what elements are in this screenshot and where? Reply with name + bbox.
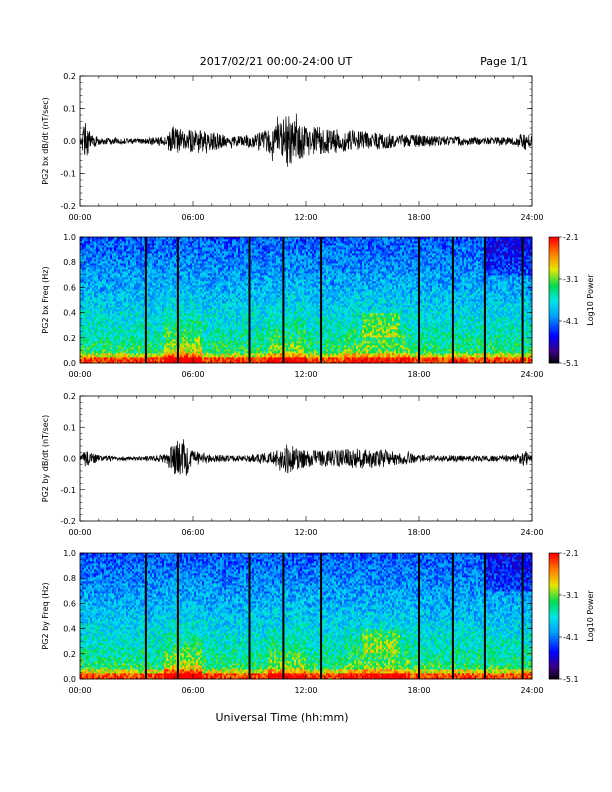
colorbar-frame xyxy=(548,552,560,680)
y-tick-label: 0.1 xyxy=(63,423,76,432)
x-tick-label: 12:00 xyxy=(294,213,317,222)
y-tick-label: 0.2 xyxy=(63,72,76,81)
colorbar-tick-label: -4.1 xyxy=(563,317,579,326)
x-tick-label: 06:00 xyxy=(181,528,204,537)
x-tick-label: 24:00 xyxy=(520,686,543,695)
x-tick-label: 00:00 xyxy=(68,686,91,695)
data-gap-7 xyxy=(451,237,454,363)
y-tick-label: 0.8 xyxy=(63,258,76,267)
data-gap-6 xyxy=(418,553,420,679)
colorbar-tick-label: -3.1 xyxy=(563,275,579,284)
panel-2: -2.1 -3.1 -4.1 -5.1 Log10 Power 00:00 06:00 12:… xyxy=(41,233,595,379)
data-gap-2 xyxy=(176,237,179,363)
y-tick-label: 0.2 xyxy=(63,392,76,401)
y-tick-label: 0.4 xyxy=(63,309,76,318)
y-tick-label: -0.2 xyxy=(60,517,76,526)
x-tick-label: 06:00 xyxy=(181,686,204,695)
data-gap-3 xyxy=(248,553,251,679)
y-tick-label: 0.0 xyxy=(63,359,76,368)
x-tick-label: 00:00 xyxy=(68,213,91,222)
y-tick-label: 0.2 xyxy=(63,334,76,343)
page-number: Page 1/1 xyxy=(480,55,528,68)
y-tick-label: 1.0 xyxy=(63,549,76,558)
x-tick-label: 18:00 xyxy=(407,370,430,379)
y-tick-label: 0.6 xyxy=(63,283,76,292)
x-tick-label: 00:00 xyxy=(68,370,91,379)
x-tick-label: 00:00 xyxy=(68,528,91,537)
y-tick-label: 0.4 xyxy=(63,625,76,634)
spectrogram-cells xyxy=(80,237,533,364)
y-axis-label: PG2 bx Freq (Hz) xyxy=(41,266,50,333)
y-tick-label: 0.8 xyxy=(63,574,76,583)
x-tick-label: 24:00 xyxy=(520,370,543,379)
data-gap-1 xyxy=(144,237,147,363)
data-gap-8 xyxy=(483,237,486,363)
colorbar-frame xyxy=(548,236,560,364)
colorbar-tick-label: -2.1 xyxy=(563,549,579,558)
y-axis-label: PG2 by dB/dt (nT/sec) xyxy=(41,415,50,502)
colorbar-tick-label: -3.1 xyxy=(563,591,579,600)
signal-trace xyxy=(79,113,533,167)
data-gap-4 xyxy=(282,553,285,679)
panel-4: -2.1 -3.1 -4.1 -5.1 Log10 Power 00:00 06:00 12:… xyxy=(41,549,595,695)
colorbar-tick-label: -2.1 xyxy=(563,233,579,242)
y-tick-label: 0.0 xyxy=(63,675,76,684)
y-axis-label: PG2 bx dB/dt (nT/sec) xyxy=(41,97,50,184)
colorbar-tick-label: -5.1 xyxy=(563,675,579,684)
panel-3: 00:00 06:00 12:00 18:00 24:00 0.2 0.1 0.0 -0.1 -0… xyxy=(41,392,544,537)
spectrogram-cells xyxy=(80,553,533,680)
data-gap-2 xyxy=(176,553,179,679)
y-tick-label: 0.6 xyxy=(63,599,76,608)
y-tick-label: -0.1 xyxy=(60,486,76,495)
y-tick-label: -0.1 xyxy=(60,170,76,179)
y-tick-label: 0.0 xyxy=(63,455,76,464)
data-gap-3 xyxy=(248,237,251,363)
x-tick-label: 18:00 xyxy=(407,213,430,222)
y-tick-label: -0.2 xyxy=(60,202,76,211)
x-tick-label: 18:00 xyxy=(407,528,430,537)
x-tick-label: 24:00 xyxy=(520,213,543,222)
data-gap-9 xyxy=(521,237,524,363)
y-tick-label: 0.2 xyxy=(63,650,76,659)
data-gap-4 xyxy=(282,237,285,363)
panel-1: 00:00 06:00 12:00 18:00 24:00 0.2 0.1 0.0 -0.1 -0… xyxy=(41,72,544,222)
colorbar-2: -2.1 -3.1 -4.1 -5.1 Log10 Power xyxy=(548,233,595,368)
panels: 00:00 06:00 12:00 18:00 24:00 0.2 0.1 0.0 -0.1 -0… xyxy=(41,72,595,695)
colorbar-tick-label: -4.1 xyxy=(563,633,579,642)
y-axis-label: PG2 by Freq (Hz) xyxy=(41,582,50,649)
y-tick-label: 1.0 xyxy=(63,233,76,242)
colorbar-tick-label: -5.1 xyxy=(563,359,579,368)
data-gap-1 xyxy=(144,553,147,679)
x-tick-label: 06:00 xyxy=(181,213,204,222)
data-gap-7 xyxy=(451,553,454,679)
data-gap-5 xyxy=(320,553,323,679)
y-tick-label: 0.0 xyxy=(63,137,76,146)
x-tick-label: 18:00 xyxy=(407,686,430,695)
page-title: 2017/02/21 00:00-24:00 UT xyxy=(200,55,353,68)
colorbar-label: Log10 Power xyxy=(586,590,595,642)
x-axis-label: Universal Time (hh:mm) xyxy=(216,711,349,724)
data-gap-5 xyxy=(320,237,323,363)
data-gap-6 xyxy=(418,237,420,363)
signal-trace xyxy=(79,439,533,476)
x-tick-label: 12:00 xyxy=(294,528,317,537)
x-tick-label: 12:00 xyxy=(294,686,317,695)
x-tick-label: 24:00 xyxy=(520,528,543,537)
colorbar-label: Log10 Power xyxy=(586,274,595,326)
data-gap-9 xyxy=(521,553,524,679)
x-tick-label: 12:00 xyxy=(294,370,317,379)
colorbar-4: -2.1 -3.1 -4.1 -5.1 Log10 Power xyxy=(548,549,595,684)
y-tick-label: 0.1 xyxy=(63,105,76,114)
x-tick-label: 06:00 xyxy=(181,370,204,379)
data-gap-8 xyxy=(483,553,486,679)
